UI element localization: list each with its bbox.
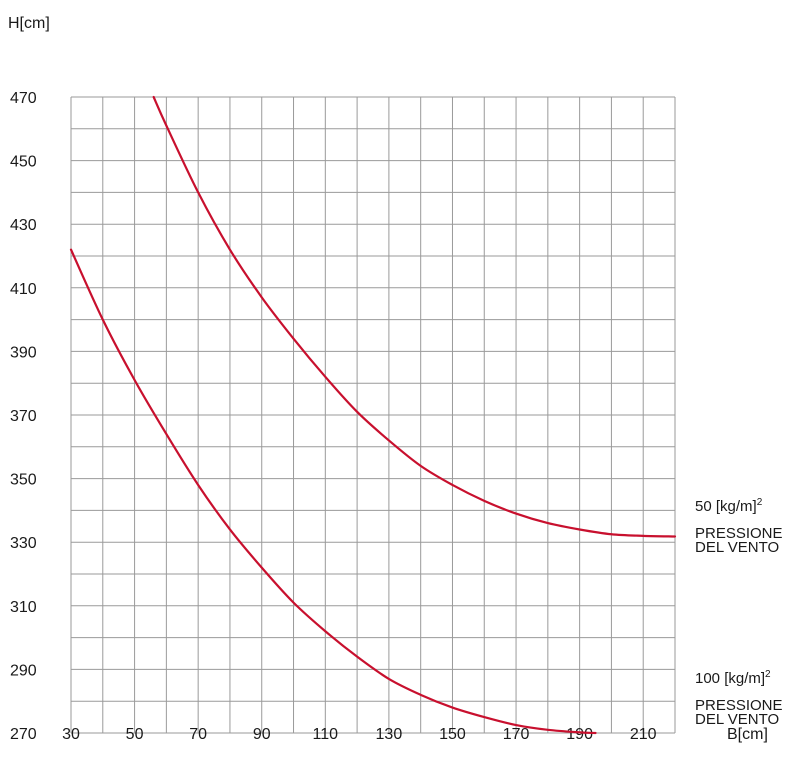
y-tick-label: 470 xyxy=(10,90,37,107)
y-tick-label: 330 xyxy=(10,535,37,552)
x-tick-label: 150 xyxy=(439,726,466,743)
x-tick-label: 30 xyxy=(62,726,80,743)
y-axis-ticks: 270 290 310 330 350 370 390 410 430 450 470 xyxy=(10,90,37,743)
x-tick-label: 110 xyxy=(313,726,339,743)
curve-label-line1: PRESSIONE xyxy=(695,525,783,542)
series-line-2 xyxy=(69,248,597,735)
series-lines xyxy=(69,95,677,735)
y-tick-label: 310 xyxy=(10,599,37,616)
y-tick-label: 370 xyxy=(10,408,37,425)
grid xyxy=(70,96,676,734)
curve-label-line2: DEL VENTO xyxy=(695,711,779,728)
x-tick-label: 190 xyxy=(566,726,593,743)
x-tick-label: 90 xyxy=(253,726,271,743)
curve-label-line1: PRESSIONE xyxy=(695,697,783,714)
curve-label-value: 100 [kg/m]2 xyxy=(695,669,771,687)
y-tick-label: 450 xyxy=(10,154,37,171)
x-axis-ticks: 30 50 70 90 110 130 150 170 190 210 xyxy=(62,726,657,743)
x-axis-title: B[cm] xyxy=(727,726,768,743)
y-tick-label: 350 xyxy=(10,472,37,489)
y-tick-label: 270 xyxy=(10,726,37,743)
series-line-1 xyxy=(152,95,677,538)
y-axis-title: H[cm] xyxy=(8,15,50,32)
x-tick-label: 50 xyxy=(126,726,144,743)
curve-label-value: 50 [kg/m]2 xyxy=(695,497,763,515)
y-tick-label: 390 xyxy=(10,344,37,361)
x-tick-label: 130 xyxy=(376,726,403,743)
y-tick-label: 290 xyxy=(10,662,37,679)
x-tick-label: 70 xyxy=(189,726,207,743)
curve-label-line2: DEL VENTO xyxy=(695,539,779,556)
x-tick-label: 210 xyxy=(630,726,657,743)
y-tick-label: 410 xyxy=(10,281,37,298)
x-tick-label: 170 xyxy=(503,726,530,743)
y-tick-label: 430 xyxy=(10,217,37,234)
